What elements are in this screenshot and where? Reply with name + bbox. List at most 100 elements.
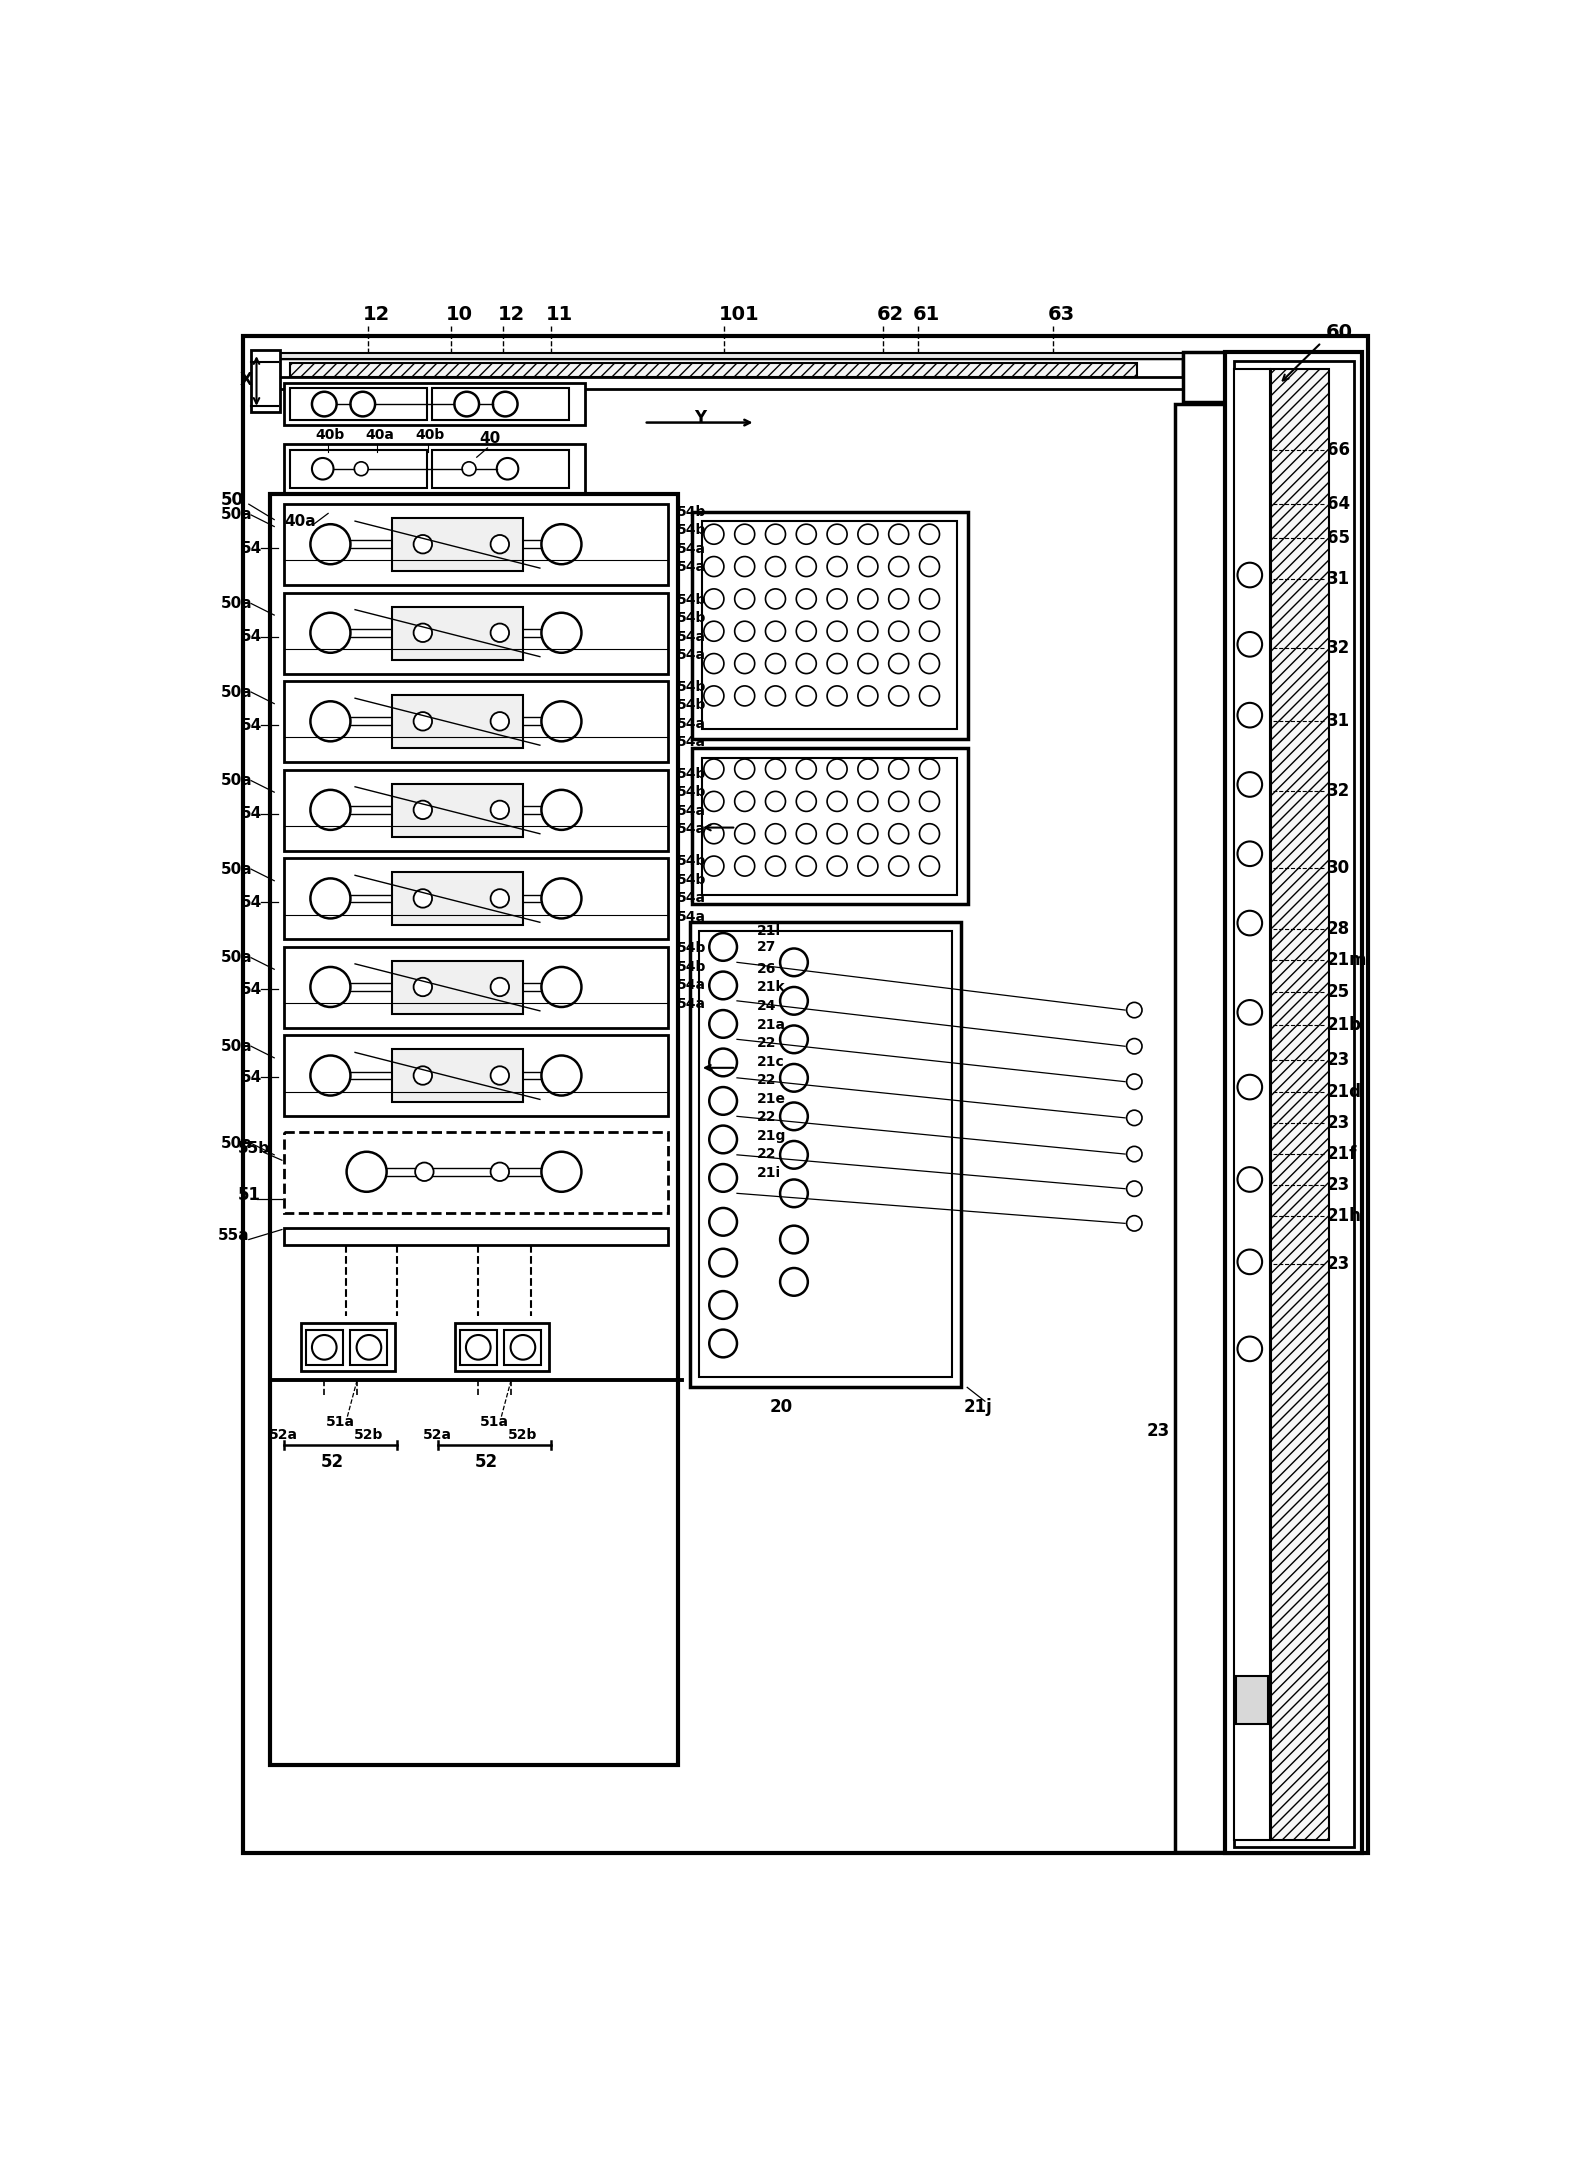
Circle shape: [781, 1141, 807, 1169]
Text: 54a: 54a: [677, 804, 706, 817]
Text: 50a: 50a: [221, 508, 252, 523]
Circle shape: [311, 525, 350, 564]
Circle shape: [735, 525, 755, 545]
Circle shape: [858, 525, 878, 545]
Circle shape: [710, 1165, 736, 1191]
Text: 55a: 55a: [218, 1227, 249, 1243]
Circle shape: [735, 590, 755, 609]
Circle shape: [1126, 1039, 1142, 1055]
Circle shape: [889, 525, 908, 545]
Bar: [1233, 352, 1325, 393]
Text: 54b: 54b: [677, 784, 706, 800]
Circle shape: [858, 653, 878, 674]
Bar: [278, 359, 1183, 382]
Circle shape: [826, 791, 847, 810]
Text: 54a: 54a: [677, 560, 706, 575]
Circle shape: [889, 558, 908, 577]
Circle shape: [413, 536, 432, 553]
Circle shape: [312, 1335, 336, 1359]
Text: 40a: 40a: [284, 514, 315, 529]
Circle shape: [1238, 841, 1262, 867]
Text: 54b: 54b: [677, 959, 706, 975]
Bar: [691, 921, 960, 1387]
Bar: [393, 607, 524, 659]
Circle shape: [765, 590, 785, 609]
Circle shape: [796, 791, 817, 810]
Text: 28: 28: [1326, 921, 1350, 938]
Text: 40b: 40b: [315, 428, 344, 441]
Circle shape: [703, 525, 724, 545]
Circle shape: [858, 590, 878, 609]
Text: 54b: 54b: [677, 873, 706, 886]
Text: 54a: 54a: [677, 735, 706, 750]
Circle shape: [826, 685, 847, 707]
Bar: [702, 521, 957, 728]
Circle shape: [710, 1329, 736, 1357]
Bar: [460, 1329, 497, 1366]
Text: 54b: 54b: [677, 523, 706, 538]
Circle shape: [919, 823, 940, 843]
Circle shape: [919, 653, 940, 674]
Bar: [1303, 352, 1329, 393]
Circle shape: [781, 988, 807, 1016]
Circle shape: [413, 625, 432, 642]
Circle shape: [413, 800, 432, 819]
Circle shape: [826, 620, 847, 642]
Circle shape: [1126, 1111, 1142, 1126]
Text: 54: 54: [241, 1070, 262, 1085]
Text: 21l: 21l: [757, 923, 781, 938]
Text: 54b: 54b: [677, 506, 706, 519]
Text: 21g: 21g: [757, 1128, 787, 1143]
Circle shape: [919, 856, 940, 875]
Text: 54: 54: [241, 717, 262, 733]
Text: 27: 27: [757, 940, 776, 953]
Text: 31: 31: [1326, 571, 1350, 588]
Circle shape: [765, 558, 785, 577]
Text: 54b: 54b: [677, 698, 706, 713]
Circle shape: [311, 614, 350, 653]
Bar: [278, 352, 1183, 359]
Circle shape: [858, 759, 878, 780]
Circle shape: [311, 1055, 350, 1096]
Circle shape: [765, 823, 785, 843]
Circle shape: [796, 856, 817, 875]
Bar: [1236, 1677, 1268, 1724]
Bar: [692, 512, 968, 739]
Circle shape: [1238, 1167, 1262, 1191]
Circle shape: [490, 536, 509, 553]
Circle shape: [826, 558, 847, 577]
Circle shape: [703, 685, 724, 707]
Text: 22: 22: [757, 1111, 776, 1124]
Text: 55b: 55b: [238, 1141, 270, 1156]
Circle shape: [735, 685, 755, 707]
Text: 26: 26: [757, 962, 776, 977]
Text: 54: 54: [241, 629, 262, 644]
Bar: [456, 1323, 549, 1372]
Bar: [393, 784, 524, 836]
Circle shape: [710, 972, 736, 998]
Text: 22: 22: [757, 1074, 776, 1087]
Circle shape: [350, 391, 375, 417]
Circle shape: [858, 620, 878, 642]
Bar: [1271, 370, 1329, 1841]
Circle shape: [765, 653, 785, 674]
Circle shape: [541, 614, 582, 653]
Circle shape: [858, 685, 878, 707]
Circle shape: [1238, 771, 1262, 797]
Circle shape: [710, 1009, 736, 1037]
Text: 23: 23: [1326, 1176, 1350, 1193]
Text: 50a: 50a: [221, 596, 252, 612]
Text: 64: 64: [1326, 495, 1350, 512]
Text: 54b: 54b: [677, 942, 706, 955]
Text: 21i: 21i: [757, 1165, 781, 1180]
Circle shape: [710, 1126, 736, 1154]
Circle shape: [1238, 631, 1262, 657]
Circle shape: [311, 966, 350, 1007]
Text: 31: 31: [1326, 713, 1350, 730]
Circle shape: [781, 1102, 807, 1130]
Bar: [284, 681, 667, 763]
Text: 63: 63: [1049, 305, 1076, 324]
Circle shape: [735, 823, 755, 843]
Text: 23: 23: [1146, 1422, 1170, 1439]
Circle shape: [710, 1048, 736, 1076]
